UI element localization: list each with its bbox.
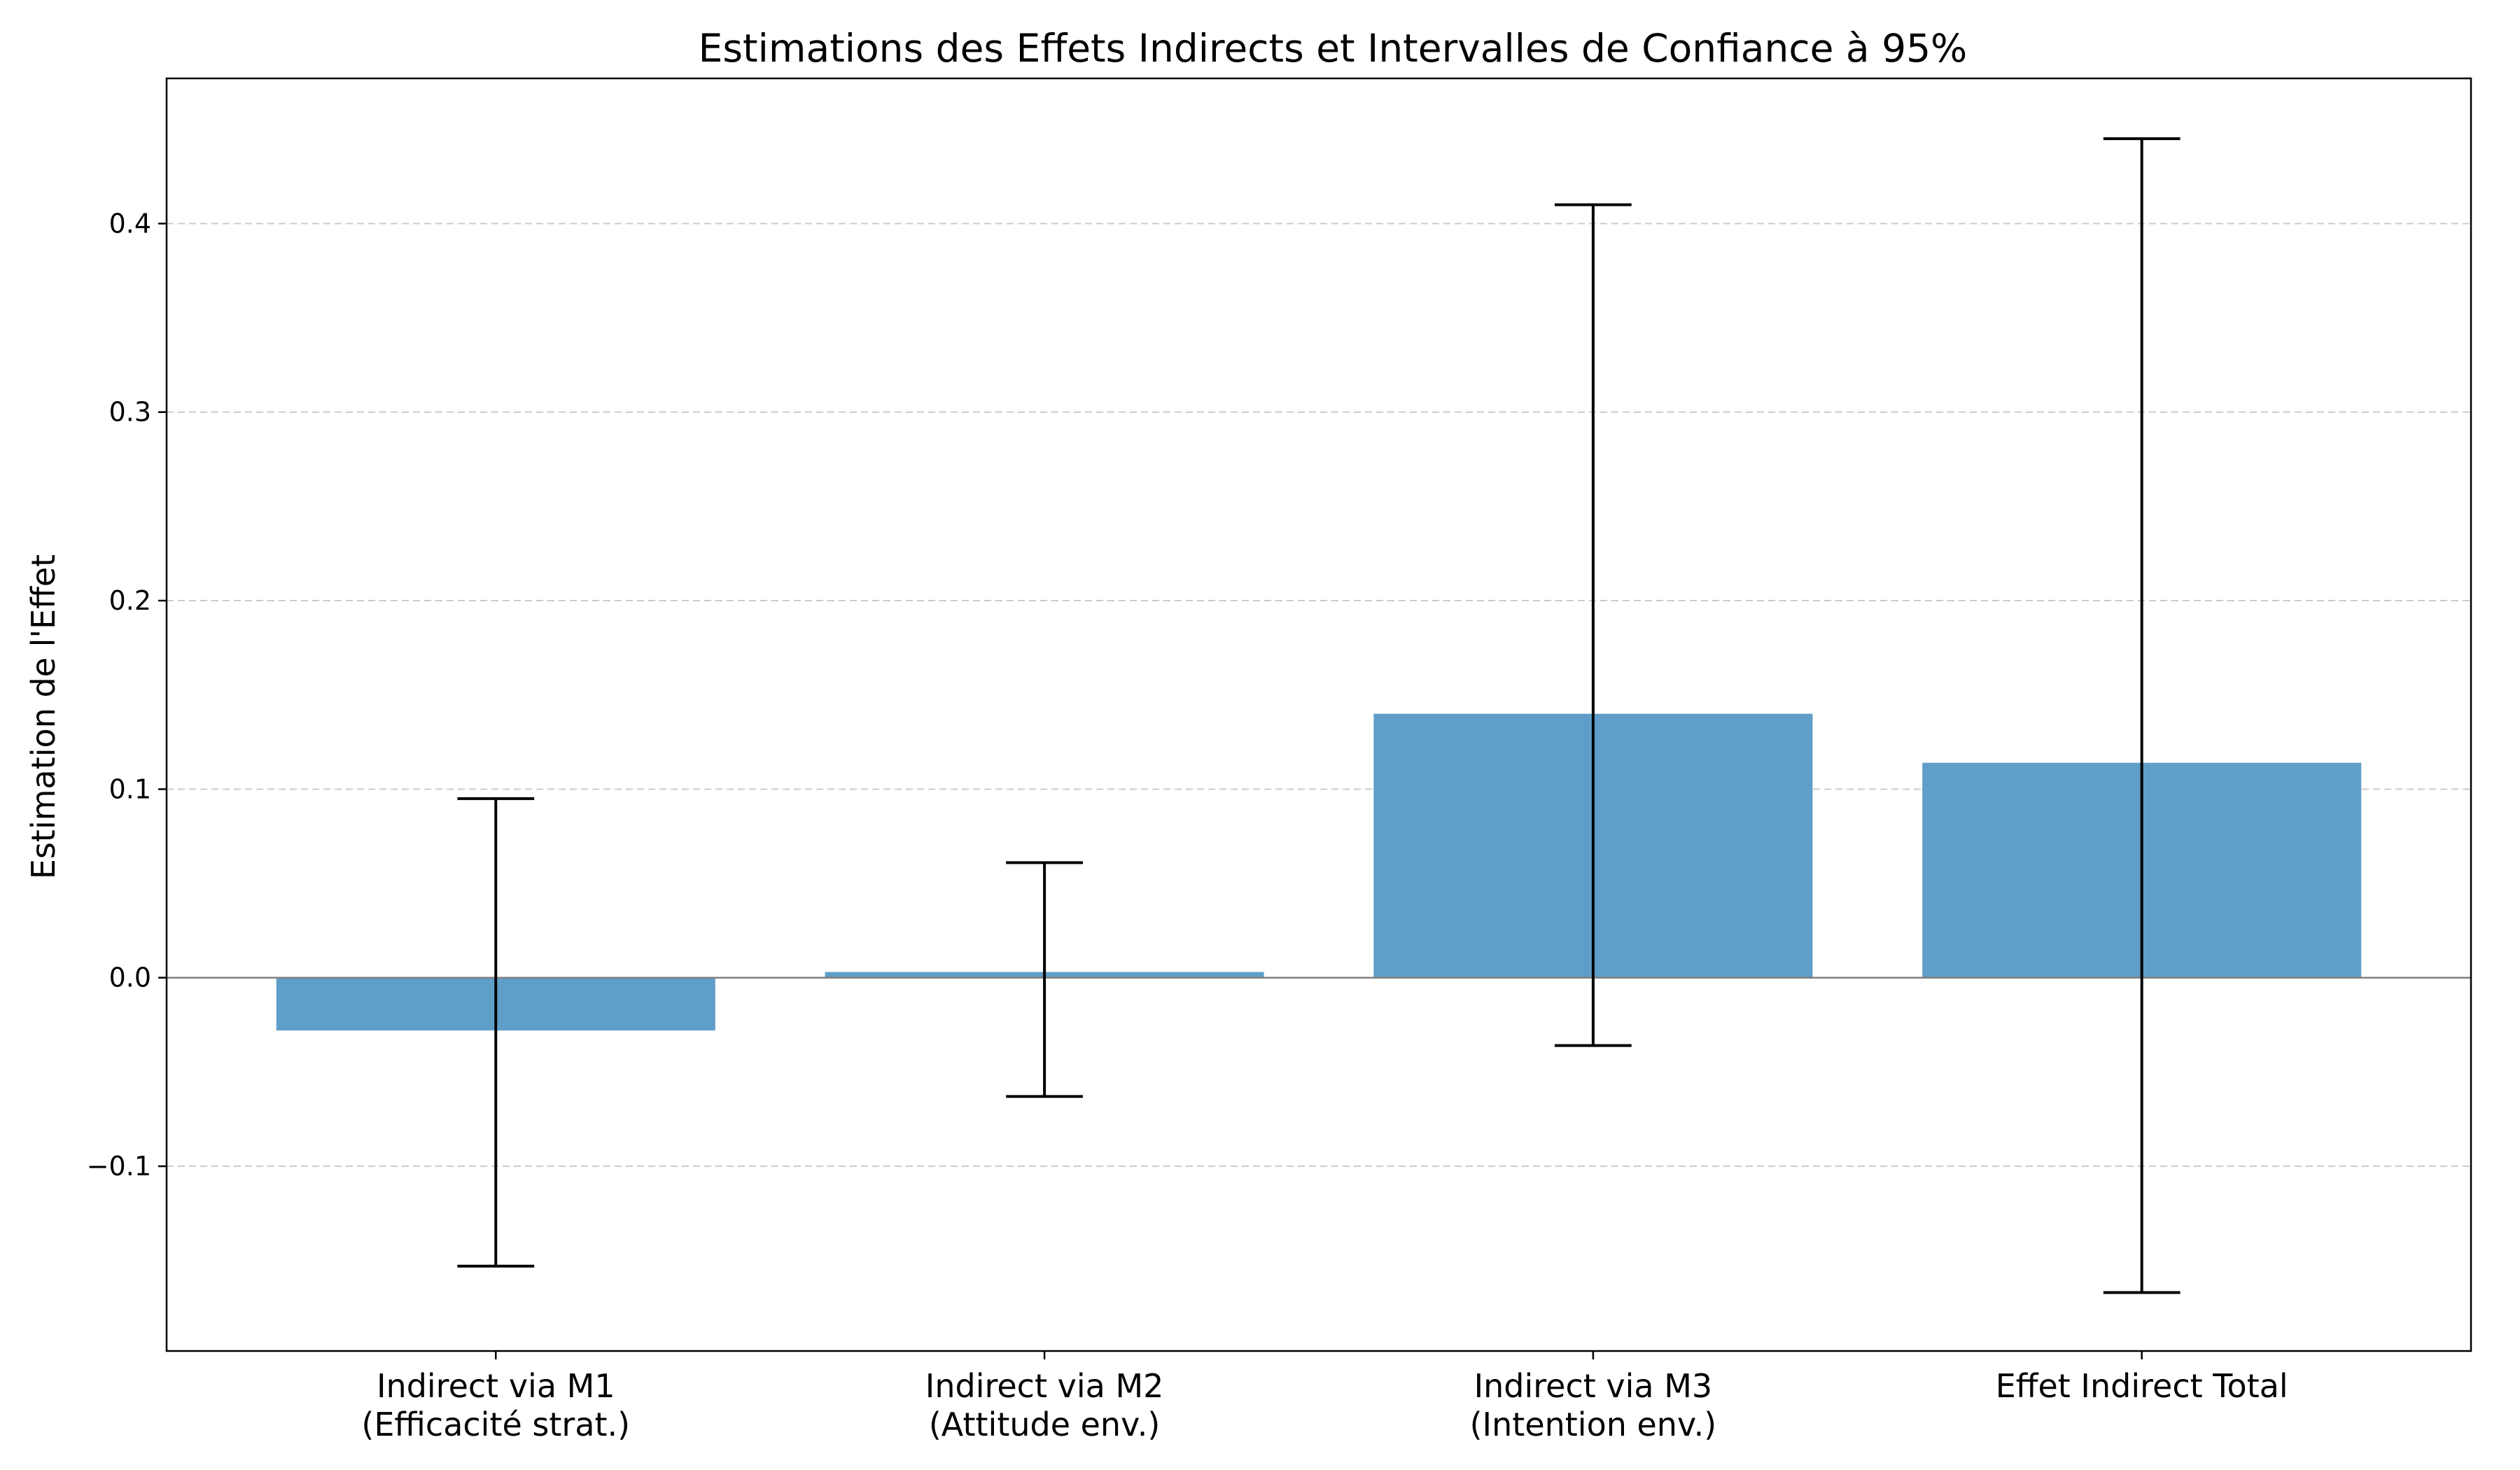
y-tick-label: −0.1 [87,1151,151,1182]
plot-frame [165,77,2472,1352]
y-tick-label: 0.3 [109,397,151,428]
x-ticks: Indirect via M1(Efficacité strat.) Indire… [361,1351,2288,1443]
error-bars [457,137,2180,1294]
x-tick-label: (Intention env.) [1470,1406,1717,1443]
x-tick-label: Indirect via M1 [377,1367,615,1405]
y-tick-label: 0.4 [109,208,151,239]
y-ticks: −0.1 0.0 0.1 0.2 0.3 0.4 [87,208,167,1182]
x-tick-label: Indirect via M3 [1474,1367,1713,1405]
y-axis-label: Estimation de l'Effet [24,554,62,879]
x-tick-label: (Efficacité strat.) [361,1406,630,1443]
x-tick-label: (Attitude env.) [929,1406,1160,1443]
x-tick-label: Effet Indirect Total [1996,1367,2288,1405]
chart-title: Estimations des Effets Indirects et Inte… [699,26,1968,71]
y-tick-label: 0.0 [109,962,151,993]
x-tick-label: Indirect via M2 [925,1367,1164,1405]
y-tick-label: 0.2 [109,585,151,616]
y-tick-label: 0.1 [109,774,151,804]
